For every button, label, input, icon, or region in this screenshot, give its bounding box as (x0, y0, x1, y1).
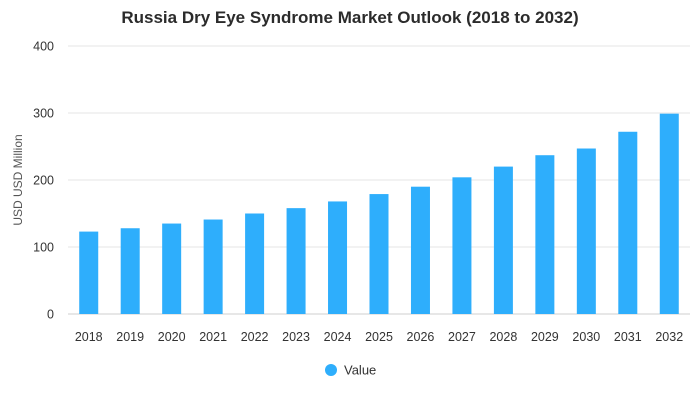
x-tick-label: 2032 (655, 330, 683, 344)
y-axis: 0 100 200 300 400 (33, 40, 54, 322)
legend-label[interactable]: Value (344, 363, 376, 378)
bar-2031[interactable] (618, 131, 638, 314)
bar-2023[interactable] (286, 208, 306, 314)
x-tick-label: 2022 (241, 330, 269, 344)
x-tick-label: 2023 (282, 330, 310, 344)
bar-2025[interactable] (369, 194, 389, 314)
y-tick-label: 0 (47, 308, 54, 322)
x-axis: 2018 2019 2020 2021 2022 2023 2024 2025 2026 2027… (75, 330, 683, 344)
bar-2021[interactable] (203, 219, 223, 314)
x-tick-label: 2025 (365, 330, 393, 344)
bar-2030[interactable] (576, 148, 596, 314)
x-tick-label: 2021 (199, 330, 227, 344)
legend-swatch[interactable] (325, 364, 337, 376)
y-tick-label: 400 (33, 40, 54, 54)
x-tick-label: 2030 (572, 330, 600, 344)
bar-2029[interactable] (535, 155, 555, 314)
x-tick-label: 2031 (614, 330, 642, 344)
x-tick-label: 2024 (324, 330, 352, 344)
y-axis-title: USD USD Million (11, 134, 25, 225)
y-tick-label: 200 (33, 174, 54, 188)
bar-2028[interactable] (493, 166, 513, 314)
x-tick-label: 2029 (531, 330, 559, 344)
bar-2022[interactable] (245, 213, 265, 315)
x-tick-label: 2020 (158, 330, 186, 344)
x-tick-label: 2027 (448, 330, 476, 344)
chart-title: Russia Dry Eye Syndrome Market Outlook (… (121, 8, 579, 27)
bar-2019[interactable] (120, 228, 140, 314)
bar-2027[interactable] (452, 177, 472, 314)
y-tick-label: 100 (33, 241, 54, 255)
bars (79, 113, 679, 315)
x-tick-label: 2018 (75, 330, 103, 344)
x-tick-label: 2026 (407, 330, 435, 344)
x-tick-label: 2028 (489, 330, 517, 344)
bar-2026[interactable] (410, 186, 430, 314)
bar-2020[interactable] (162, 223, 182, 314)
bar-2032[interactable] (659, 113, 679, 314)
bar-2018[interactable] (79, 231, 99, 314)
legend[interactable]: Value (325, 363, 376, 378)
x-tick-label: 2019 (116, 330, 144, 344)
bar-2024[interactable] (328, 201, 348, 314)
y-tick-label: 300 (33, 107, 54, 121)
